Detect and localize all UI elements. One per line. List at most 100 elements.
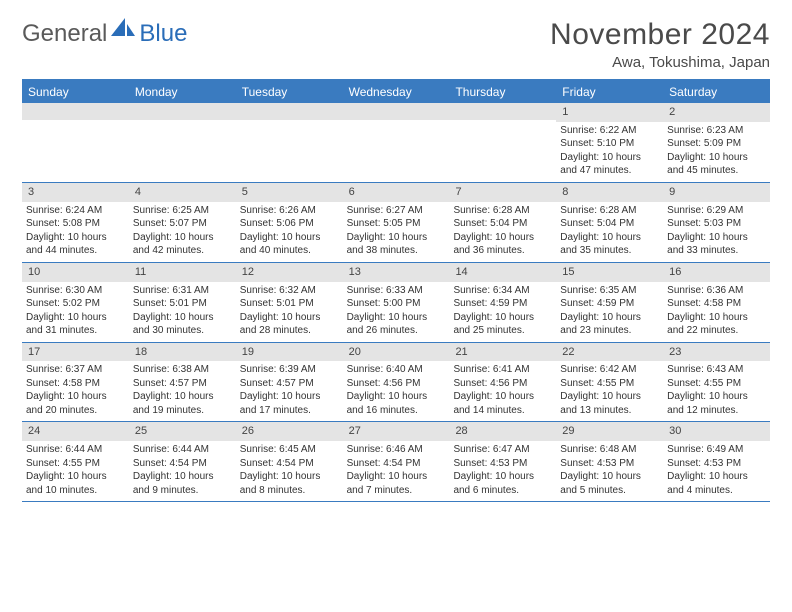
daylight-text: Daylight: 10 hours and 25 minutes.	[453, 311, 552, 338]
day-number	[22, 103, 129, 120]
day-content: Sunrise: 6:32 AMSunset: 5:01 PMDaylight:…	[236, 282, 343, 342]
day-content: Sunrise: 6:23 AMSunset: 5:09 PMDaylight:…	[663, 122, 770, 182]
day-cell: 26Sunrise: 6:45 AMSunset: 4:54 PMDayligh…	[236, 422, 343, 501]
day-cell: 25Sunrise: 6:44 AMSunset: 4:54 PMDayligh…	[129, 422, 236, 501]
day-content: Sunrise: 6:30 AMSunset: 5:02 PMDaylight:…	[22, 282, 129, 342]
sunset-text: Sunset: 4:53 PM	[453, 457, 552, 471]
sunrise-text: Sunrise: 6:34 AM	[453, 284, 552, 298]
week-row: 24Sunrise: 6:44 AMSunset: 4:55 PMDayligh…	[22, 422, 770, 502]
sunset-text: Sunset: 5:06 PM	[240, 217, 339, 231]
logo-sail-icon	[111, 18, 137, 43]
day-content: Sunrise: 6:48 AMSunset: 4:53 PMDaylight:…	[556, 441, 663, 501]
day-number: 15	[556, 263, 663, 282]
day-number: 30	[663, 422, 770, 441]
sunset-text: Sunset: 4:59 PM	[453, 297, 552, 311]
sunrise-text: Sunrise: 6:24 AM	[26, 204, 125, 218]
daylight-text: Daylight: 10 hours and 28 minutes.	[240, 311, 339, 338]
sunset-text: Sunset: 4:53 PM	[560, 457, 659, 471]
sunset-text: Sunset: 5:01 PM	[133, 297, 232, 311]
day-content: Sunrise: 6:27 AMSunset: 5:05 PMDaylight:…	[343, 202, 450, 262]
sunset-text: Sunset: 4:55 PM	[667, 377, 766, 391]
sunrise-text: Sunrise: 6:28 AM	[453, 204, 552, 218]
sunrise-text: Sunrise: 6:37 AM	[26, 363, 125, 377]
daylight-text: Daylight: 10 hours and 45 minutes.	[667, 151, 766, 178]
day-cell: 5Sunrise: 6:26 AMSunset: 5:06 PMDaylight…	[236, 183, 343, 262]
sunset-text: Sunset: 5:07 PM	[133, 217, 232, 231]
sunrise-text: Sunrise: 6:45 AM	[240, 443, 339, 457]
daylight-text: Daylight: 10 hours and 17 minutes.	[240, 390, 339, 417]
day-number: 20	[343, 343, 450, 362]
sunrise-text: Sunrise: 6:33 AM	[347, 284, 446, 298]
day-cell: 7Sunrise: 6:28 AMSunset: 5:04 PMDaylight…	[449, 183, 556, 262]
daylight-text: Daylight: 10 hours and 4 minutes.	[667, 470, 766, 497]
day-number: 17	[22, 343, 129, 362]
sunset-text: Sunset: 4:55 PM	[560, 377, 659, 391]
day-cell: 15 Sunrise: 6:35 AMSunset: 4:59 PMDayligh…	[556, 263, 663, 342]
daylight-text: Daylight: 10 hours and 30 minutes.	[133, 311, 232, 338]
day-cell: 8Sunrise: 6:28 AMSunset: 5:04 PMDaylight…	[556, 183, 663, 262]
day-number	[236, 103, 343, 120]
day-content: Sunrise: 6:34 AMSunset: 4:59 PMDaylight:…	[449, 282, 556, 342]
sunset-text: Sunset: 4:53 PM	[667, 457, 766, 471]
day-number	[343, 103, 450, 120]
weekday-header: Wednesday	[343, 81, 450, 103]
sunset-text: Sunset: 4:54 PM	[133, 457, 232, 471]
day-cell	[236, 103, 343, 182]
day-cell: 20Sunrise: 6:40 AMSunset: 4:56 PMDayligh…	[343, 343, 450, 422]
sunrise-text: Sunrise: 6:44 AM	[26, 443, 125, 457]
sunrise-text: Sunrise: 6:48 AM	[560, 443, 659, 457]
sunset-text: Sunset: 4:59 PM	[560, 297, 659, 311]
sunset-text: Sunset: 4:56 PM	[347, 377, 446, 391]
day-number: 14	[449, 263, 556, 282]
daylight-text: Daylight: 10 hours and 35 minutes.	[560, 231, 659, 258]
day-number: 28	[449, 422, 556, 441]
day-content: Sunrise: 6:37 AMSunset: 4:58 PMDaylight:…	[22, 361, 129, 421]
day-cell: 21Sunrise: 6:41 AMSunset: 4:56 PMDayligh…	[449, 343, 556, 422]
sunrise-text: Sunrise: 6:39 AM	[240, 363, 339, 377]
day-number: 29	[556, 422, 663, 441]
sunrise-text: Sunrise: 6:36 AM	[667, 284, 766, 298]
sunrise-text: Sunrise: 6:30 AM	[26, 284, 125, 298]
day-number: 3	[22, 183, 129, 202]
day-content: Sunrise: 6:31 AMSunset: 5:01 PMDaylight:…	[129, 282, 236, 342]
weekday-header: Friday	[556, 81, 663, 103]
sunrise-text: Sunrise: 6:40 AM	[347, 363, 446, 377]
daylight-text: Daylight: 10 hours and 6 minutes.	[453, 470, 552, 497]
daylight-text: Daylight: 10 hours and 36 minutes.	[453, 231, 552, 258]
day-number: 2	[663, 103, 770, 122]
sunset-text: Sunset: 5:04 PM	[560, 217, 659, 231]
sunrise-text: Sunrise: 6:29 AM	[667, 204, 766, 218]
day-cell: 11Sunrise: 6:31 AMSunset: 5:01 PMDayligh…	[129, 263, 236, 342]
logo: General Blue	[22, 18, 187, 49]
daylight-text: Daylight: 10 hours and 23 minutes.	[560, 311, 659, 338]
weekday-header: Monday	[129, 81, 236, 103]
day-number: 9	[663, 183, 770, 202]
daylight-text: Daylight: 10 hours and 33 minutes.	[667, 231, 766, 258]
day-cell: 28Sunrise: 6:47 AMSunset: 4:53 PMDayligh…	[449, 422, 556, 501]
day-number: 11	[129, 263, 236, 282]
sunset-text: Sunset: 4:57 PM	[133, 377, 232, 391]
day-cell	[449, 103, 556, 182]
day-cell: 19Sunrise: 6:39 AMSunset: 4:57 PMDayligh…	[236, 343, 343, 422]
day-number: 5	[236, 183, 343, 202]
daylight-text: Daylight: 10 hours and 16 minutes.	[347, 390, 446, 417]
day-content: Sunrise: 6:25 AMSunset: 5:07 PMDaylight:…	[129, 202, 236, 262]
day-cell: 9Sunrise: 6:29 AMSunset: 5:03 PMDaylight…	[663, 183, 770, 262]
sunrise-text: Sunrise: 6:31 AM	[133, 284, 232, 298]
calendar: Sunday Monday Tuesday Wednesday Thursday…	[22, 79, 770, 502]
sunset-text: Sunset: 5:09 PM	[667, 137, 766, 151]
daylight-text: Daylight: 10 hours and 13 minutes.	[560, 390, 659, 417]
day-content: Sunrise: 6:49 AMSunset: 4:53 PMDaylight:…	[663, 441, 770, 501]
weekday-header: Sunday	[22, 81, 129, 103]
week-row: 10Sunrise: 6:30 AMSunset: 5:02 PMDayligh…	[22, 263, 770, 343]
day-number: 24	[22, 422, 129, 441]
header: General Blue November 2024 Awa, Tokushim…	[22, 18, 770, 71]
sunset-text: Sunset: 5:01 PM	[240, 297, 339, 311]
day-content: Sunrise: 6:39 AMSunset: 4:57 PMDaylight:…	[236, 361, 343, 421]
daylight-text: Daylight: 10 hours and 5 minutes.	[560, 470, 659, 497]
sunrise-text: Sunrise: 6:35 AM	[560, 284, 659, 298]
day-cell: 30Sunrise: 6:49 AMSunset: 4:53 PMDayligh…	[663, 422, 770, 501]
day-cell: 14Sunrise: 6:34 AMSunset: 4:59 PMDayligh…	[449, 263, 556, 342]
daylight-text: Daylight: 10 hours and 22 minutes.	[667, 311, 766, 338]
day-content: Sunrise: 6:42 AMSunset: 4:55 PMDaylight:…	[556, 361, 663, 421]
